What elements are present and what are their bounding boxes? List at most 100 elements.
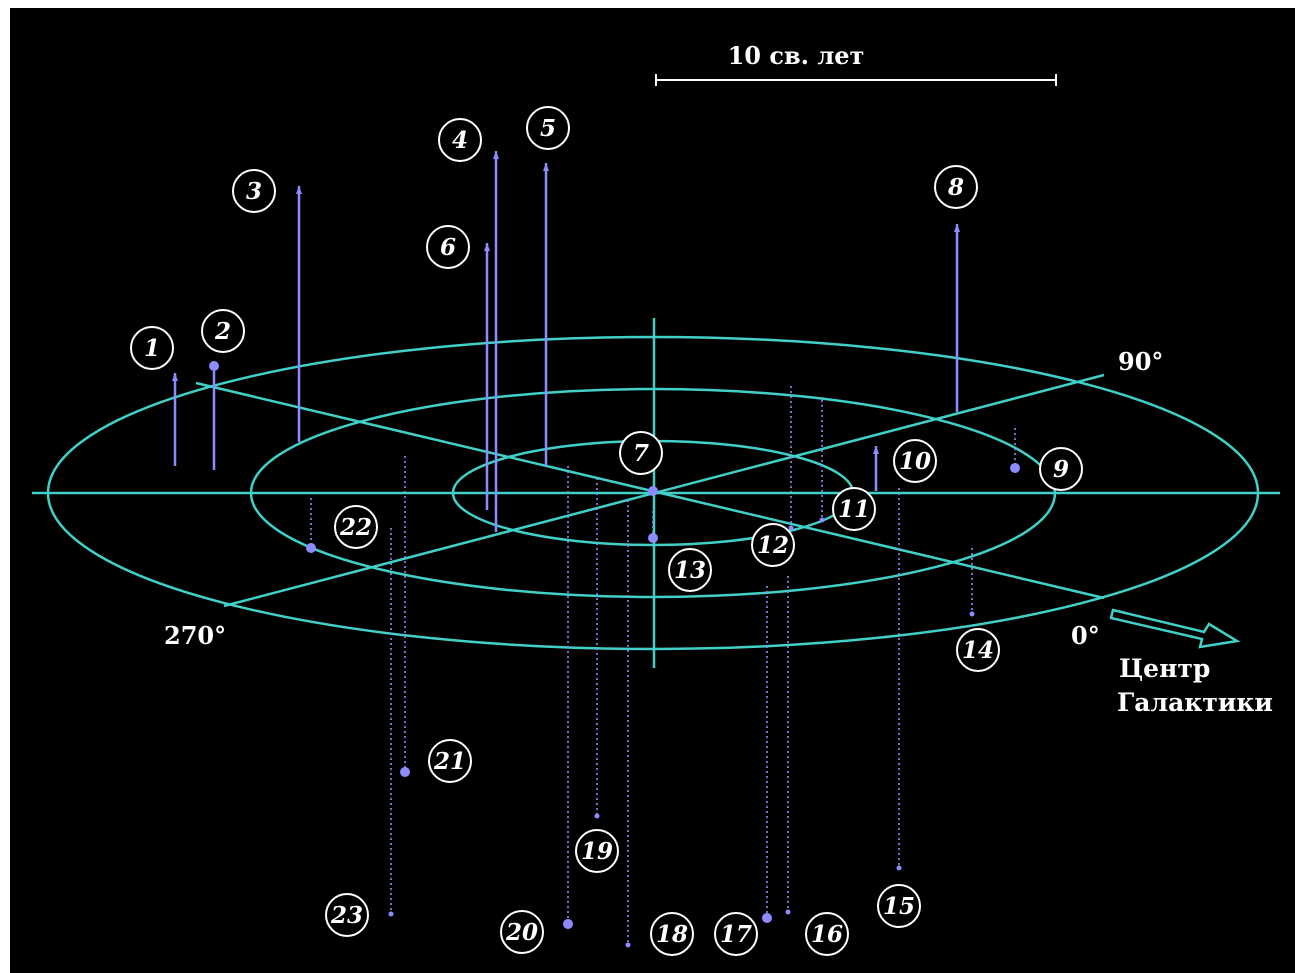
star-marker <box>563 919 573 929</box>
star-label-4: 4 <box>438 118 482 162</box>
star-marker <box>648 533 658 543</box>
label-circle <box>438 118 482 162</box>
star-marker <box>400 767 410 777</box>
star-number: 20 <box>505 919 538 946</box>
angle-90-label: 90° <box>1118 347 1163 376</box>
star-marker <box>594 813 600 819</box>
label-circle <box>201 309 245 353</box>
label-circle <box>130 326 174 370</box>
star-18 <box>625 500 631 948</box>
star-21 <box>400 456 410 777</box>
star-arrow-tip <box>296 186 302 194</box>
star-label-12: 12 <box>751 523 795 567</box>
star-marker <box>969 611 975 617</box>
label-circle <box>668 548 712 592</box>
star-arrow-tip <box>493 151 499 159</box>
star-3 <box>296 186 302 442</box>
scale-bar: 10 св. лет <box>655 41 1057 86</box>
star-marker <box>1010 463 1020 473</box>
label-circle <box>232 169 276 213</box>
star-marker <box>896 865 902 871</box>
star-marker <box>209 361 219 371</box>
star-marker <box>762 913 772 923</box>
star-4 <box>493 151 499 532</box>
star-marker <box>306 543 316 553</box>
star-label-17: 17 <box>714 912 758 956</box>
star-20 <box>563 466 573 929</box>
star-marker <box>785 909 791 915</box>
star-1 <box>172 373 178 466</box>
star-arrow-tip <box>172 373 178 381</box>
label-circle <box>1039 447 1083 491</box>
axis-90-270 <box>223 373 1105 608</box>
angle-270-label: 270° <box>164 621 226 650</box>
star-number: 1 <box>144 335 160 362</box>
angle-0-label: 0° <box>1071 621 1100 650</box>
star-15 <box>896 488 902 871</box>
star-7 <box>648 486 658 496</box>
label-circle <box>934 165 978 209</box>
star-8 <box>954 224 960 412</box>
star-marker <box>788 525 794 531</box>
star-label-20: 20 <box>500 910 544 954</box>
star-number: 3 <box>246 178 262 205</box>
star-number: 13 <box>674 557 706 584</box>
star-label-19: 19 <box>575 829 619 873</box>
galactic-center-arrow <box>1109 608 1241 649</box>
star-arrow-tip <box>954 224 960 232</box>
star-label-11: 11 <box>832 487 876 531</box>
label-circle <box>325 893 369 937</box>
star-13 <box>648 511 658 543</box>
star-label-23: 23 <box>325 893 369 937</box>
star-23 <box>388 528 394 917</box>
star-label-7: 7 <box>619 431 663 475</box>
star-number: 17 <box>720 921 752 948</box>
star-number: 2 <box>214 318 231 345</box>
star-projections <box>172 151 1020 948</box>
star-label-21: 21 <box>428 739 472 783</box>
galactic-center-label-line2: Галактики <box>1117 688 1273 717</box>
star-marker <box>388 911 394 917</box>
label-circle <box>526 106 570 150</box>
star-number: 16 <box>811 921 843 948</box>
star-label-10: 10 <box>893 439 937 483</box>
label-circle <box>805 912 849 956</box>
galactic-center-label-line1: Центр <box>1119 654 1210 683</box>
star-label-8: 8 <box>934 165 978 209</box>
star-label-5: 5 <box>526 106 570 150</box>
star-19 <box>594 478 600 819</box>
sun-marker <box>648 486 658 496</box>
star-arrow-tip <box>873 446 879 454</box>
star-5 <box>543 163 549 466</box>
star-number: 22 <box>339 514 372 541</box>
label-circle <box>751 523 795 567</box>
label-circle <box>832 487 876 531</box>
label-circle <box>619 431 663 475</box>
star-9 <box>1010 428 1020 473</box>
star-number: 21 <box>433 748 466 775</box>
star-label-16: 16 <box>805 912 849 956</box>
star-number: 7 <box>633 440 649 467</box>
star-label-15: 15 <box>877 884 921 928</box>
label-circle <box>893 439 937 483</box>
star-label-9: 9 <box>1039 447 1083 491</box>
star-number: 12 <box>757 532 789 559</box>
star-17 <box>762 586 772 923</box>
star-label-22: 22 <box>334 505 378 549</box>
star-number: 19 <box>581 838 613 865</box>
star-6 <box>484 243 490 510</box>
galactic-plane <box>32 318 1280 668</box>
star-number: 5 <box>540 115 556 142</box>
star-label-1: 1 <box>130 326 174 370</box>
label-circle <box>428 739 472 783</box>
label-circle <box>575 829 619 873</box>
label-circle <box>650 912 694 956</box>
nearby-stars-diagram: 10 св. лет 90° 270° 0° Центр Галактики 1… <box>32 41 1280 956</box>
label-circle <box>426 225 470 269</box>
star-number: 11 <box>838 496 870 523</box>
star-arrow-tip <box>484 243 490 251</box>
star-number: 10 <box>899 448 931 475</box>
star-marker <box>625 942 631 948</box>
star-number: 6 <box>440 234 456 261</box>
